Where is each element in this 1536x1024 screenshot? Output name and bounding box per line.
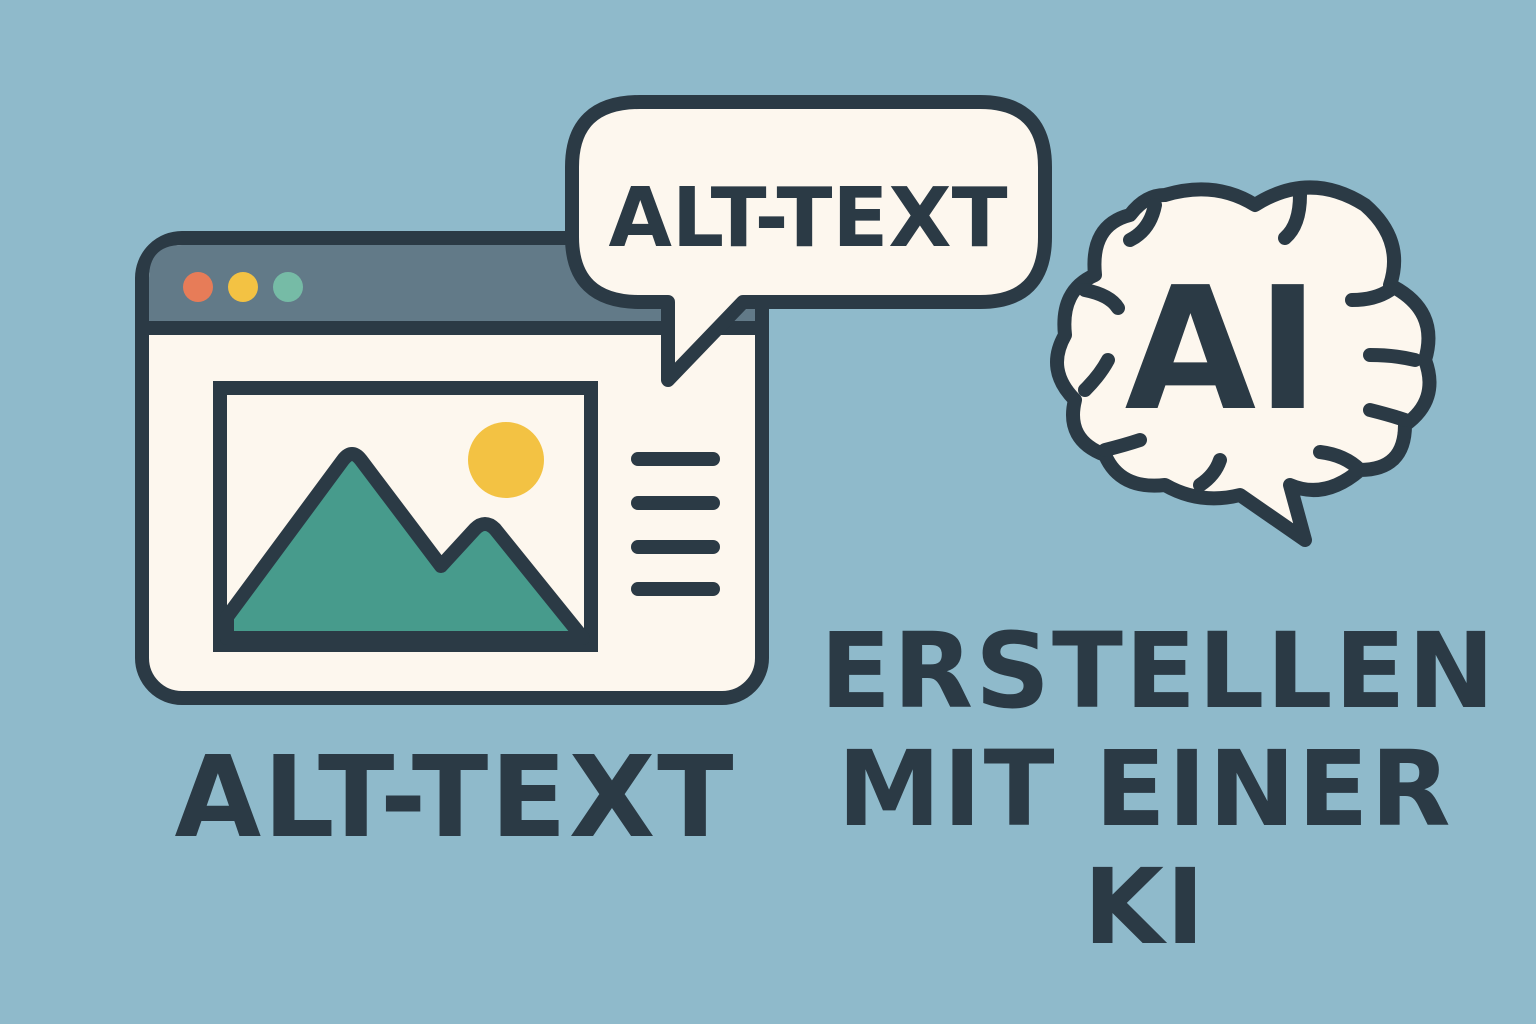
text-lines-icon — [631, 452, 720, 596]
caption-line: ERSTELLEN — [820, 610, 1497, 732]
speech-bubble-shape — [565, 95, 1052, 387]
window-dot-green-icon — [273, 272, 303, 302]
brain-folds — [1078, 188, 1422, 492]
speech-bubble-icon: ALT-TEXT — [565, 95, 1052, 387]
sun-icon — [468, 422, 544, 498]
brain-label: AI — [1125, 251, 1320, 449]
browser-window-icon — [135, 231, 769, 705]
landscape-image-icon — [213, 381, 598, 652]
caption-create-with-ai: ERSTELLEN MIT EINER KI — [820, 610, 1497, 968]
window-dot-yellow-icon — [228, 272, 258, 302]
caption-line: MIT EINER — [837, 728, 1453, 850]
bubble-label: ALT-TEXT — [608, 171, 1007, 266]
mountain-icon — [220, 447, 590, 645]
window-dot-red-icon — [183, 272, 213, 302]
brain-icon: AI — [1050, 180, 1437, 547]
caption-alt-text: ALT-TEXT — [174, 733, 736, 863]
caption-line: KI — [1083, 846, 1207, 968]
